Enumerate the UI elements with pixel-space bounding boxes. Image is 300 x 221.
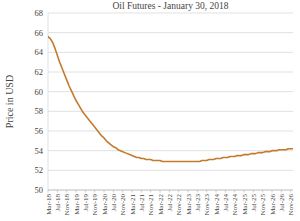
x-tick-label: Nov-23 bbox=[203, 194, 211, 216]
x-tick-label: Nov-18 bbox=[63, 194, 71, 216]
y-tick-label: 64 bbox=[35, 47, 44, 57]
x-tick-label: Nov-19 bbox=[91, 194, 99, 216]
x-tick-label: Nov-20 bbox=[119, 194, 127, 216]
x-tick bbox=[290, 190, 291, 193]
x-tick bbox=[94, 190, 95, 193]
x-tick-label: Mar-23 bbox=[185, 194, 193, 215]
x-tick bbox=[281, 190, 282, 193]
x-tick-label: Jul-20 bbox=[110, 194, 118, 212]
x-tick-label: Mar-26 bbox=[269, 194, 277, 215]
x-tick-label: Mar-19 bbox=[73, 194, 81, 215]
title: Oil Futures - January 30, 2018 bbox=[112, 1, 228, 11]
x-tick-label: Jul-21 bbox=[138, 194, 146, 212]
y-tick-label: 68 bbox=[35, 8, 44, 18]
x-tick bbox=[66, 190, 67, 193]
x-tick bbox=[85, 190, 86, 193]
x-tick bbox=[76, 190, 77, 193]
grid-line bbox=[48, 150, 293, 151]
x-tick-label: Mar-22 bbox=[157, 194, 165, 215]
x-tick-label: Mar-24 bbox=[213, 194, 221, 215]
x-tick bbox=[104, 190, 105, 193]
grid-line bbox=[48, 52, 293, 53]
x-tick-label: Nov-24 bbox=[231, 194, 239, 216]
x-tick bbox=[234, 190, 235, 193]
x-tick bbox=[150, 190, 151, 193]
x-tick bbox=[188, 190, 189, 193]
grid-line bbox=[48, 190, 293, 191]
x-tick bbox=[141, 190, 142, 193]
x-tick bbox=[113, 190, 114, 193]
x-tick bbox=[197, 190, 198, 193]
x-tick bbox=[253, 190, 254, 193]
x-tick bbox=[160, 190, 161, 193]
x-tick-label: Nov-22 bbox=[175, 194, 183, 216]
x-tick-label: Mar-20 bbox=[101, 194, 109, 215]
y-tick-label: 58 bbox=[35, 106, 44, 116]
y-tick-label: 56 bbox=[35, 126, 44, 136]
x-tick bbox=[57, 190, 58, 193]
x-tick-label: Jul-19 bbox=[82, 194, 90, 212]
grid-line bbox=[48, 111, 293, 112]
x-axis-line bbox=[48, 190, 293, 191]
x-tick-label: Nov-21 bbox=[147, 194, 155, 216]
x-tick bbox=[206, 190, 207, 193]
x-tick-label: Jul-23 bbox=[194, 194, 202, 212]
y-tick-label: 60 bbox=[35, 87, 44, 97]
grid-line bbox=[48, 13, 293, 14]
x-tick bbox=[225, 190, 226, 193]
y-axis-line bbox=[48, 13, 49, 190]
grid-line bbox=[48, 72, 293, 73]
x-tick bbox=[272, 190, 273, 193]
grid-line bbox=[48, 131, 293, 132]
x-tick-label: Nov-26 bbox=[287, 194, 295, 216]
x-tick bbox=[178, 190, 179, 193]
y-tick-label: 54 bbox=[35, 146, 44, 156]
y-tick-label: 62 bbox=[35, 67, 44, 77]
y-tick-label: 66 bbox=[35, 28, 44, 38]
x-tick-label: Jul-22 bbox=[166, 194, 174, 212]
grid-line bbox=[48, 32, 293, 33]
price-line bbox=[48, 37, 293, 162]
x-tick bbox=[132, 190, 133, 193]
grid-line bbox=[48, 91, 293, 92]
x-tick bbox=[48, 190, 49, 193]
y-tick-label: 52 bbox=[35, 165, 44, 175]
y-axis-label: Price in USD bbox=[4, 75, 15, 128]
grid-line bbox=[48, 170, 293, 171]
plot-area bbox=[48, 37, 293, 162]
x-tick-label: Jul-26 bbox=[278, 194, 286, 212]
x-tick bbox=[122, 190, 123, 193]
x-tick-label: Jul-18 bbox=[54, 194, 62, 212]
x-tick bbox=[244, 190, 245, 193]
x-tick-label: Nov-25 bbox=[259, 194, 267, 216]
x-tick-label: Mar-21 bbox=[129, 194, 137, 215]
y-tick-label: 50 bbox=[35, 185, 44, 195]
x-tick bbox=[216, 190, 217, 193]
chart: Oil Futures - January 30, 2018 Price in U… bbox=[0, 0, 300, 221]
x-tick-label: Mar-18 bbox=[45, 194, 53, 215]
x-tick bbox=[169, 190, 170, 193]
x-tick-label: Mar-25 bbox=[241, 194, 249, 215]
x-tick-label: Jul-25 bbox=[250, 194, 258, 212]
x-tick-label: Jul-24 bbox=[222, 194, 230, 212]
x-tick bbox=[262, 190, 263, 193]
